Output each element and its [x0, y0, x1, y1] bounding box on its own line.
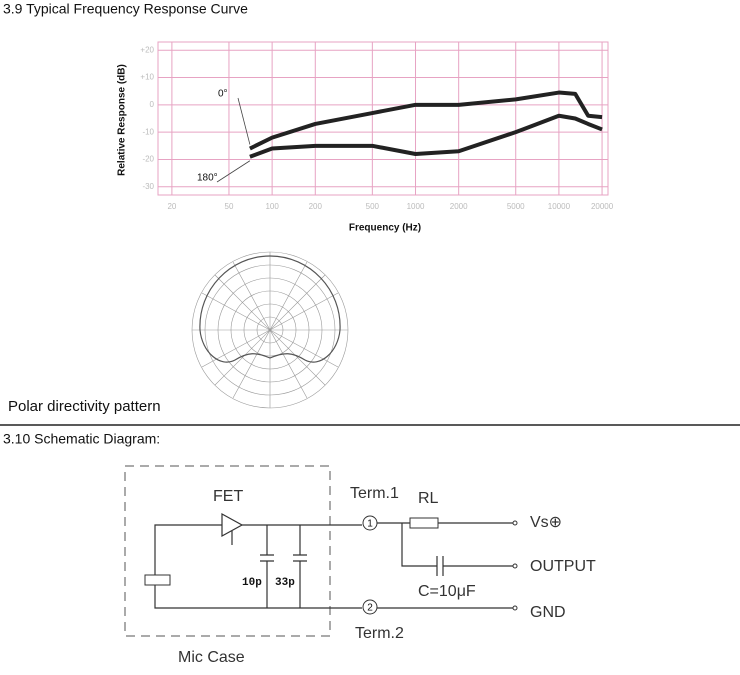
y-axis-title: Relative Response (dB)	[117, 64, 128, 176]
x-tick-label: 50	[225, 202, 234, 211]
schematic	[124, 465, 518, 637]
section-heading: 3.9 Typical Frequency Response Curve	[3, 1, 248, 17]
x-tick-label: 5000	[507, 202, 525, 211]
curve-label: 0°	[218, 89, 228, 100]
response-curve	[249, 113, 603, 159]
x-tick-label: 20	[167, 202, 176, 211]
frequency-chart: +20 +10 0 -10 -20 -30 20 50 100 200 500 1000 2000 500…	[140, 41, 614, 211]
caption: Polar directivity pattern	[8, 398, 161, 415]
leader-line	[237, 97, 251, 145]
x-tick-label: 20000	[591, 202, 614, 211]
y-tick-label: +10	[140, 73, 154, 82]
label: Term.2	[355, 625, 404, 642]
plot-area	[157, 41, 609, 196]
label: Term.1	[350, 485, 399, 502]
x-tick-label: 1000	[407, 202, 425, 211]
x-tick-label: 500	[366, 202, 380, 211]
label: RL	[418, 490, 439, 507]
response-curve	[249, 90, 603, 151]
x-axis-title: Frequency (Hz)	[349, 223, 421, 234]
label: FET	[213, 488, 243, 505]
label: OUTPUT	[530, 558, 596, 575]
label: C=10μF	[418, 583, 476, 600]
label: Mic Case	[178, 649, 245, 666]
x-tick-label: 200	[309, 202, 323, 211]
y-tick-label: -20	[142, 155, 154, 164]
y-tick-label: -30	[142, 182, 154, 191]
y-tick-label: 0	[150, 100, 155, 109]
leader-line	[216, 160, 251, 183]
curve-label: 180°	[197, 173, 218, 184]
y-tick-label: -10	[142, 127, 154, 136]
label: 33p	[275, 577, 295, 589]
x-tick-label: 2000	[450, 202, 468, 211]
node-label: 2	[367, 603, 373, 614]
section-heading: 3.10 Schematic Diagram:	[3, 431, 160, 447]
label: GND	[530, 604, 566, 621]
label: 10p	[242, 577, 262, 589]
label: Vs⊕	[530, 514, 562, 531]
y-tick-label: +20	[140, 45, 154, 54]
polar-plot	[191, 251, 349, 409]
x-tick-label: 100	[265, 202, 279, 211]
x-tick-label: 10000	[548, 202, 571, 211]
node-label: 1	[367, 519, 373, 530]
